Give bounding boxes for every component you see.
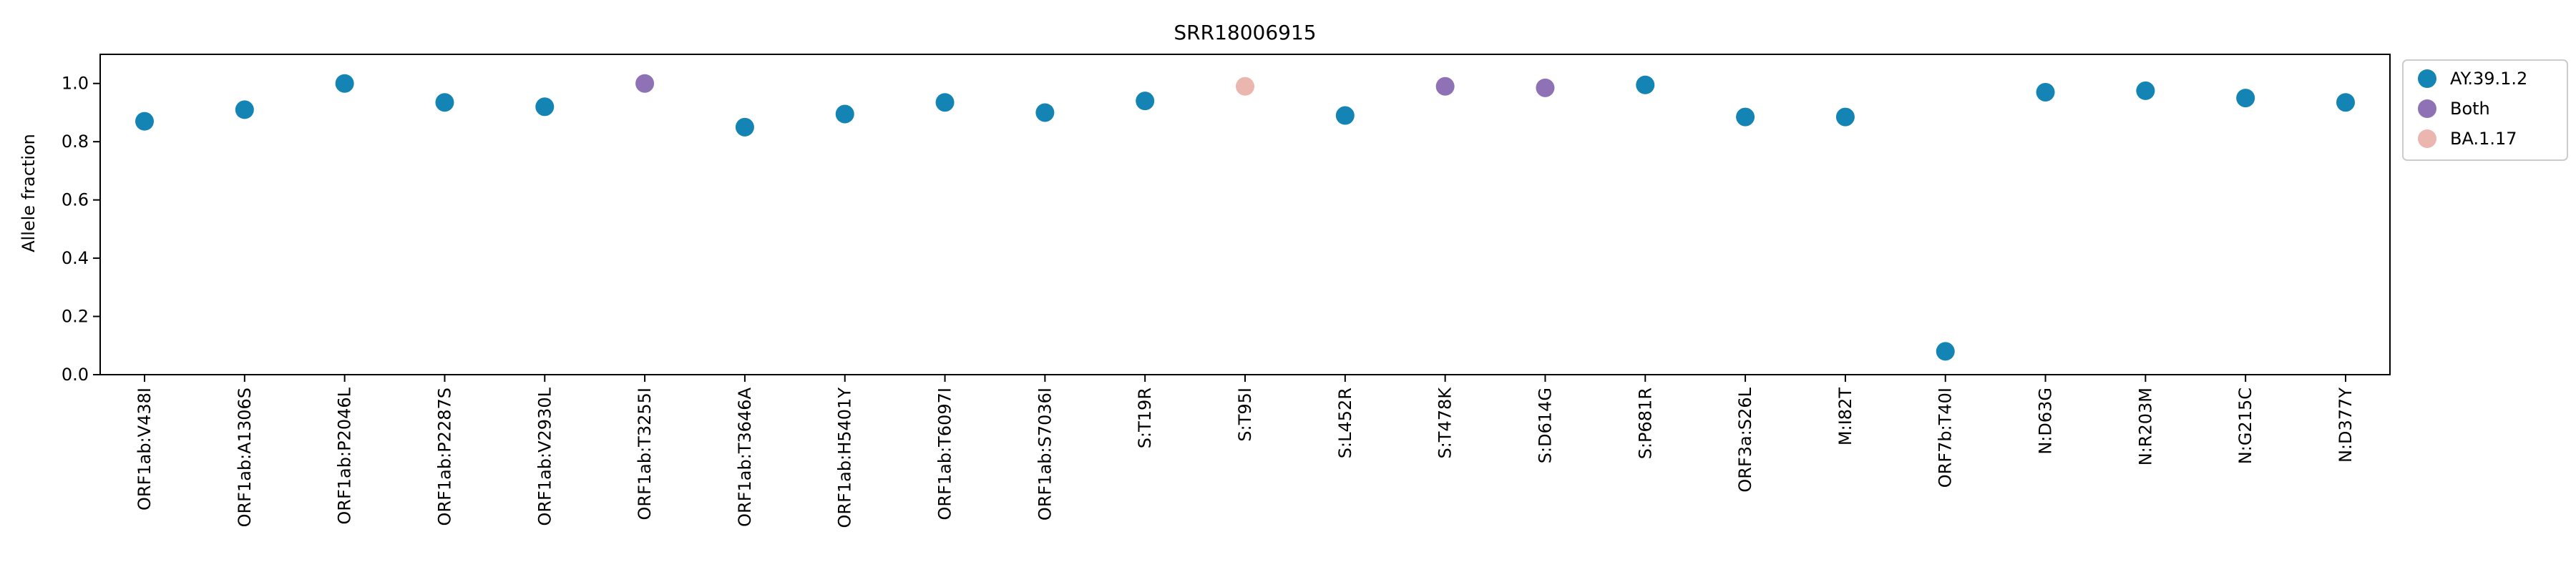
- legend-label: AY.39.1.2: [2450, 69, 2527, 89]
- x-tick-label: S:T19R: [1135, 388, 1155, 448]
- y-axis-ticks: 0.0 0.2 0.4 0.6 0.8 1.0: [62, 74, 100, 385]
- x-tick-label: S:T478K: [1435, 387, 1455, 459]
- data-point: [235, 100, 254, 119]
- data-point: [635, 74, 655, 93]
- data-point: [1736, 107, 1755, 127]
- x-tick-label: ORF1ab:S7036I: [1035, 388, 1055, 521]
- y-axis-label: Allele fraction: [19, 134, 39, 252]
- data-point: [1835, 107, 1855, 127]
- x-tick-label: S:D614G: [1535, 388, 1555, 463]
- data-point: [1035, 103, 1055, 122]
- data-point: [135, 112, 154, 131]
- y-tick-label: 1.0: [62, 74, 89, 94]
- data-points: [135, 74, 2355, 361]
- x-tick-label: N:R203M: [2135, 388, 2155, 465]
- data-point: [2136, 81, 2155, 100]
- x-tick-label: ORF1ab:T6097I: [935, 388, 955, 520]
- y-tick-label: 0.8: [62, 132, 89, 152]
- legend-box: [2402, 59, 2568, 161]
- x-tick-label: ORF1ab:T3255I: [635, 388, 655, 520]
- x-tick-label: S:L452R: [1335, 388, 1355, 458]
- legend-label: Both: [2450, 99, 2490, 119]
- x-axis-ticks: ORF1ab:V438I ORF1ab:A1306S ORF1ab:P2046L OR…: [135, 375, 2356, 528]
- legend: AY.39.1.2 Both BA.1.17: [2402, 59, 2568, 161]
- x-tick-label: ORF1ab:P2287S: [434, 388, 454, 526]
- data-point: [335, 74, 354, 93]
- x-tick-label: ORF1ab:P2046L: [335, 387, 355, 524]
- data-point: [535, 97, 555, 117]
- data-point: [2236, 89, 2255, 108]
- x-tick-label: S:P681R: [1635, 388, 1655, 459]
- x-tick-label: N:D377Y: [2336, 388, 2356, 463]
- data-point: [1335, 106, 1355, 125]
- data-point: [1936, 342, 1955, 361]
- legend-marker: [2418, 69, 2436, 88]
- chart-title: SRR18006915: [1174, 21, 1316, 44]
- x-tick-label: ORF1ab:A1306S: [235, 388, 255, 527]
- x-tick-label: ORF3a:S26L: [1735, 387, 1755, 492]
- x-tick-label: ORF1ab:H5401Y: [835, 388, 855, 528]
- data-point: [835, 104, 854, 124]
- data-point: [735, 117, 754, 137]
- data-point: [435, 93, 454, 112]
- data-point: [2336, 93, 2355, 112]
- x-tick-label: N:D63G: [2036, 388, 2056, 455]
- legend-marker: [2418, 99, 2436, 118]
- data-point: [1236, 77, 1254, 96]
- legend-label: BA.1.17: [2450, 129, 2517, 149]
- y-tick-label: 0.0: [62, 365, 89, 385]
- x-tick-label: M:I82T: [1835, 388, 1855, 445]
- data-point: [1536, 78, 1555, 97]
- x-tick-label: ORF7b:T40I: [1936, 388, 1956, 488]
- data-point: [1636, 75, 1655, 94]
- plot-area-frame: [99, 54, 2391, 375]
- x-tick-label: ORF1ab:V438I: [135, 388, 155, 511]
- y-tick-label: 0.4: [62, 248, 89, 268]
- data-point: [1136, 92, 1155, 111]
- legend-marker: [2418, 129, 2436, 148]
- x-tick-label: N:G215C: [2235, 388, 2255, 464]
- x-tick-label: ORF1ab:T3646A: [735, 387, 755, 526]
- data-point: [1435, 77, 1455, 96]
- y-tick-label: 0.6: [62, 190, 89, 210]
- data-point: [935, 93, 955, 112]
- legend-items: AY.39.1.2 Both BA.1.17: [2418, 69, 2527, 149]
- data-point: [2036, 82, 2055, 102]
- y-tick-label: 0.2: [62, 307, 89, 327]
- x-tick-label: S:T95I: [1235, 388, 1255, 442]
- x-tick-label: ORF1ab:V2930L: [535, 387, 555, 526]
